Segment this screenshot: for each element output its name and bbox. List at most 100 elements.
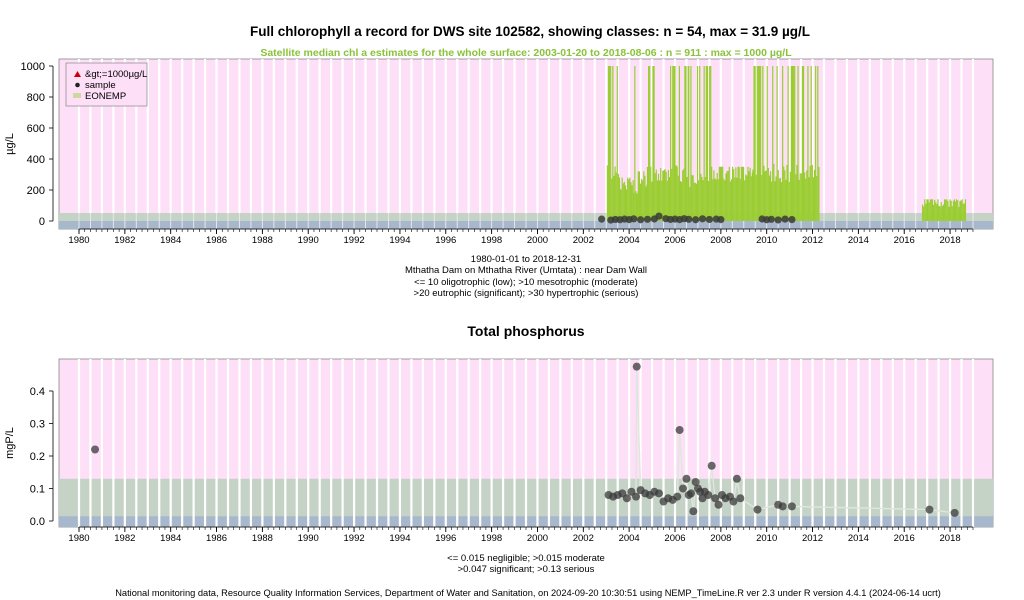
footer-credit: National monitoring data, Resource Quali… [115, 588, 941, 598]
x-tick-label: 2018 [940, 533, 961, 544]
phosphorus-point [632, 492, 641, 501]
sample-point [705, 215, 713, 224]
x-tick-label: 1992 [344, 235, 365, 246]
sample-point [692, 216, 700, 224]
legend-triangle-icon [74, 71, 81, 77]
bottom-y-axis: 0.0 0.1 0.2 0.3 0.4 [30, 386, 54, 528]
x-tick-label: 1980 [68, 235, 89, 246]
x-tick-label: 2008 [710, 533, 731, 544]
phosphorus-point [622, 494, 631, 503]
phosphorus-point [91, 445, 100, 454]
sample-point [598, 215, 606, 223]
phosphorus-point [925, 505, 934, 514]
phosphorus-point [732, 474, 741, 483]
phosphorus-point [736, 494, 745, 503]
top-note-class-2: >20 eutrophic (significant); >30 hypertr… [414, 288, 639, 299]
top-legend: &gt;=1000µg/L sample EONEMP [65, 62, 148, 107]
x-tick-label: 1988 [252, 235, 273, 246]
x-tick-label: 1982 [114, 533, 135, 544]
phosphorus-point [704, 491, 713, 499]
y-tick-label: 800 [27, 92, 45, 104]
top-notes: 1980-01-01 to 2018-12-31 Mthatha Dam on … [405, 254, 647, 299]
bottom-notes: <= 0.015 negligible; >0.015 moderate >0.… [447, 553, 605, 575]
bottom-note-2: >0.047 significant; >0.13 serious [458, 564, 595, 575]
x-tick-label: 2004 [619, 533, 640, 544]
sample-point [655, 212, 663, 220]
x-tick-label: 2006 [664, 235, 685, 246]
x-tick-label: 2004 [619, 235, 640, 246]
sample-point [630, 215, 638, 223]
x-tick-label: 1984 [160, 235, 181, 246]
sample-point [788, 216, 796, 224]
x-tick-label: 2010 [756, 235, 777, 246]
y-tick-label: 200 [27, 185, 45, 197]
top-chart-title: Full chlorophyll a record for DWS site 1… [250, 24, 810, 39]
sample-point [637, 216, 645, 224]
phosphorus-point [675, 426, 684, 434]
x-tick-label: 2002 [573, 533, 594, 544]
sample-points [598, 212, 796, 224]
x-tick-label: 2008 [710, 235, 731, 246]
chlorophyll-chart: Full chlorophyll a record for DWS site 1… [4, 24, 994, 299]
x-tick-label: 2012 [802, 235, 823, 246]
x-tick-label: 1998 [481, 235, 502, 246]
sample-point [717, 216, 725, 224]
top-class-bands [59, 213, 993, 229]
x-tick-label: 1990 [298, 533, 319, 544]
phosphorus-point [753, 505, 762, 514]
top-chart-subtitle: Satellite median chl a estimates for the… [260, 47, 792, 59]
y-tick-label: 0.0 [30, 516, 45, 528]
phosphorus-point [654, 489, 663, 498]
bottom-y-axis-label: mgP/L [4, 427, 16, 459]
x-tick-label: 1986 [206, 533, 227, 544]
bottom-chart-title: Total phosphorus [467, 323, 584, 339]
x-tick-label: 2002 [573, 235, 594, 246]
y-tick-label: 0.1 [30, 484, 45, 496]
top-note-class-1: <= 10 oligotrophic (low); >10 mesotrophi… [414, 277, 638, 288]
x-tick-label: 2010 [756, 533, 777, 544]
y-tick-label: 0 [39, 216, 45, 228]
sample-point [698, 215, 707, 223]
phosphorus-point [689, 507, 698, 516]
legend-eonemp-icon [73, 93, 81, 98]
x-tick-label: 1994 [389, 533, 410, 544]
satellite-series [606, 66, 967, 221]
bottom-note-1: <= 0.015 negligible; >0.015 moderate [447, 553, 605, 564]
y-tick-label: 0.4 [30, 386, 45, 398]
phosphorus-point [950, 508, 959, 517]
phosphorus-point [778, 502, 787, 511]
phosphorus-point [707, 461, 716, 470]
x-tick-label: 1992 [344, 533, 365, 544]
phosphorus-point [714, 500, 723, 509]
x-tick-label: 1988 [252, 533, 273, 544]
top-y-axis: 0 200 400 600 800 1000 [21, 61, 54, 228]
x-tick-label: 2018 [940, 235, 961, 246]
x-tick-label: 2014 [848, 235, 869, 246]
sample-point [767, 215, 775, 223]
sample-point [774, 216, 782, 224]
x-tick-label: 1994 [389, 235, 410, 246]
y-tick-label: 1000 [21, 61, 45, 73]
sample-point [685, 215, 693, 223]
x-tick-label: 2006 [664, 533, 685, 544]
bottom-gridlines [77, 359, 975, 527]
phosphorus-points [91, 362, 959, 517]
phosphorus-point [687, 489, 696, 498]
x-tick-label: 2000 [527, 235, 548, 246]
x-tick-label: 1996 [435, 533, 456, 544]
x-tick-label: 2016 [894, 235, 915, 246]
phosphorus-point [691, 478, 700, 486]
x-tick-label: 2016 [894, 533, 915, 544]
legend-label-sample: sample [85, 80, 116, 91]
top-y-axis-label: µg/L [4, 133, 16, 155]
sample-point [643, 215, 652, 223]
y-tick-label: 0.3 [30, 419, 45, 431]
top-x-axis: 1980 1982 1984 1986 1988 1990 1992 1994 1996 1998… [68, 228, 974, 246]
x-tick-label: 2000 [527, 533, 548, 544]
x-tick-label: 1990 [298, 235, 319, 246]
y-tick-label: 0.2 [30, 451, 45, 463]
top-note-range: 1980-01-01 to 2018-12-31 [471, 254, 581, 265]
phosphorus-point [729, 497, 738, 506]
x-tick-label: 1984 [160, 533, 181, 544]
sample-point [781, 215, 789, 223]
